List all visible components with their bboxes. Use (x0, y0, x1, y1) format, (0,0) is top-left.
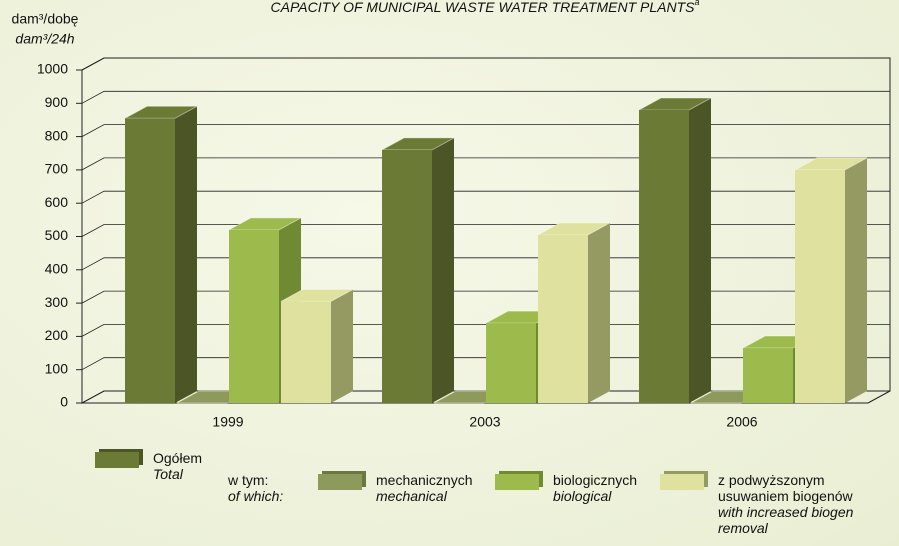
y-tick-label: 200 (45, 327, 69, 343)
bar (538, 234, 588, 403)
x-tick-label: 2006 (726, 414, 757, 430)
grid-line (81, 224, 890, 237)
grid-line (81, 323, 890, 337)
legend-swatch (318, 474, 362, 490)
legend-swatch (660, 474, 704, 490)
grid-line (81, 57, 890, 71)
grid-line (81, 357, 890, 371)
y-label: dam³/24h (15, 31, 74, 47)
y-tick-label: 600 (45, 194, 69, 210)
y-tick-label: 100 (45, 360, 69, 376)
legend-label: mechanicznych (376, 472, 473, 488)
x-tick-label: 1999 (212, 414, 243, 430)
y-tick-label: 700 (45, 161, 69, 177)
legend-label-en: biological (553, 488, 612, 504)
bar (639, 109, 689, 404)
legend-group: w tym: (228, 472, 269, 488)
chart-title: CAPACITY OF MUNICIPAL WASTE WATER TREATM… (271, 0, 700, 15)
y-tick-label: 900 (45, 94, 69, 110)
y-tick-label: 300 (45, 294, 69, 310)
legend-label: Ogółem (153, 450, 203, 466)
bar-side (689, 97, 711, 404)
bar (795, 169, 845, 403)
bar (281, 301, 331, 403)
grid-line (81, 190, 890, 204)
y-label: dam³/dobę (12, 11, 79, 27)
legend-label-en: with increased biogen removal (718, 504, 854, 536)
bar-side (331, 289, 353, 403)
bar (125, 118, 175, 403)
legend-swatch (495, 474, 539, 490)
grid-line (81, 157, 890, 171)
bar (743, 348, 793, 403)
y-tick-label: 0 (60, 394, 68, 410)
bar (486, 323, 536, 403)
grid-line (81, 257, 890, 271)
y-tick-label: 500 (45, 227, 69, 243)
legend-label-en: Total (153, 466, 183, 482)
grid-line (81, 390, 890, 404)
legend-label: biologicznych (553, 472, 638, 488)
bar-side (432, 137, 454, 404)
legend-swatch (95, 452, 139, 468)
grid-line (81, 290, 890, 304)
y-tick-label: 800 (45, 127, 69, 143)
x-tick-label: 2003 (469, 414, 500, 430)
grid-line (81, 124, 890, 137)
floor-edge (867, 390, 891, 404)
grid-line (81, 90, 890, 104)
legend-label-en: mechanical (376, 488, 447, 504)
bar-side (588, 222, 610, 403)
bar (229, 229, 279, 403)
legend-label: z podwyższonym usuwaniem biogenów (718, 472, 853, 504)
bar (382, 149, 432, 403)
bar-side (845, 157, 867, 403)
y-tick-label: 1000 (37, 61, 68, 77)
bar-side (175, 106, 197, 403)
legend-group: of which: (228, 488, 284, 504)
y-tick-label: 400 (45, 261, 69, 277)
